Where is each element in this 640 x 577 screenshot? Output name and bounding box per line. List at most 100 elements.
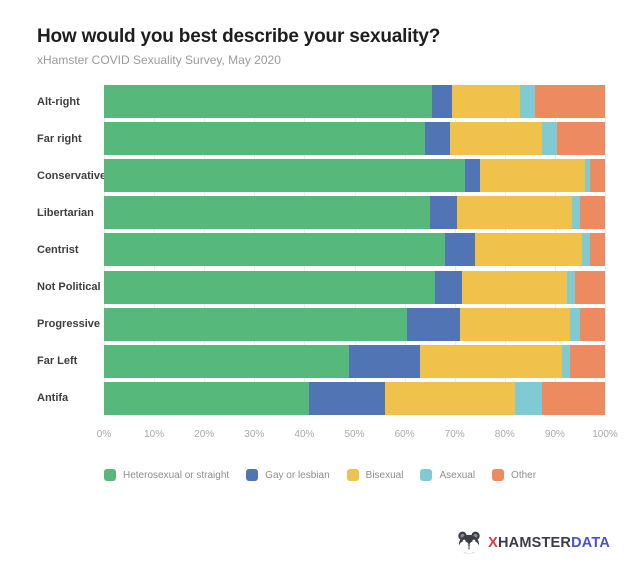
bar-segment-heterosexual-or-straight (104, 196, 430, 230)
chart-row: Not Political (0, 270, 640, 304)
bar-segment-bisexual (457, 196, 573, 230)
category-label: Centrist (37, 243, 79, 256)
gridline (605, 85, 606, 415)
chart-row: Conservative (0, 159, 640, 193)
bar-segment-heterosexual-or-straight (104, 159, 465, 193)
stacked-bar (104, 85, 605, 118)
bar-segment-gay-or-lesbian (444, 233, 475, 267)
bar-segment-other (574, 270, 605, 304)
bar-segment-gay-or-lesbian (407, 307, 460, 341)
bar-segment-asexual (542, 122, 558, 156)
stacked-bar (104, 159, 605, 193)
legend-label: Other (511, 469, 537, 481)
legend-label: Asexual (439, 469, 476, 481)
chart-title: How would you best describe your sexuali… (37, 26, 441, 47)
bar-segment-asexual (519, 85, 535, 118)
legend-item-asexual: Asexual (420, 469, 475, 481)
bar-segment-other (542, 381, 605, 415)
bar-segment-bisexual (384, 381, 515, 415)
bar-segment-bisexual (452, 85, 520, 118)
legend: Heterosexual or straight Gay or lesbian Bi… (104, 469, 536, 481)
bar-segment-other (569, 344, 605, 378)
stacked-bar (104, 344, 605, 378)
logo-brand-text: HAMSTER (497, 535, 572, 551)
bar-segment-other (579, 196, 605, 230)
bar-segment-other (589, 233, 605, 267)
chart-row: Far Left (0, 344, 640, 378)
bar-segment-bisexual (459, 307, 570, 341)
category-label: Not Political (37, 281, 101, 293)
bar-segment-asexual (572, 196, 580, 230)
bar-segment-other (557, 122, 605, 156)
bar-segment-gay-or-lesbian (434, 270, 463, 304)
legend-label: Gay or lesbian (265, 469, 330, 481)
bar-segment-asexual (582, 233, 590, 267)
legend-item-bisexual: Bisexual (346, 469, 404, 481)
bar-segment-heterosexual-or-straight (104, 307, 408, 341)
axis-tick-label: 40% (294, 429, 315, 440)
bar-segment-heterosexual-or-straight (104, 122, 425, 156)
bar-segment-bisexual (449, 122, 543, 156)
category-label: Libertarian (37, 206, 94, 219)
stacked-bar (104, 381, 605, 415)
chart-subtitle: xHamster COVID Sexuality Survey, May 202… (37, 53, 281, 67)
legend-item-gay-or-lesbian: Gay or lesbian (246, 469, 330, 481)
axis-tick-label: 0% (96, 429, 112, 440)
bar-segment-asexual (514, 381, 543, 415)
x-axis: 0% 10% 20% 30% 40% 50% 60% 70% 80% 90% 100% (0, 429, 640, 443)
axis-tick-label: 30% (244, 429, 265, 440)
bar-segment-bisexual (479, 159, 585, 193)
bar-segment-gay-or-lesbian (424, 122, 450, 156)
bar-segment-gay-or-lesbian (432, 85, 453, 118)
stacked-bar (104, 196, 605, 230)
stacked-bar (104, 270, 605, 304)
bar-segment-other (579, 307, 605, 341)
bar-segment-other (534, 85, 605, 118)
chart-row: Libertarian (0, 196, 640, 230)
legend-item-other: Other (492, 469, 536, 481)
category-label: Conservative (37, 169, 107, 182)
hamster-icon (456, 530, 482, 556)
bar-segment-heterosexual-or-straight (104, 344, 350, 378)
legend-label: Bisexual (365, 469, 404, 481)
category-label: Alt-right (37, 95, 80, 108)
bar-segment-heterosexual-or-straight (104, 381, 310, 415)
axis-tick-label: 90% (544, 429, 565, 440)
chart-row: Centrist (0, 233, 640, 267)
bar-segment-asexual (562, 344, 570, 378)
axis-tick-label: 80% (494, 429, 515, 440)
axis-tick-label: 70% (444, 429, 465, 440)
bar-segment-heterosexual-or-straight (104, 85, 433, 118)
chart-row: Antifa (0, 381, 640, 415)
bar-segment-bisexual (419, 344, 563, 378)
axis-tick-label: 100% (592, 429, 618, 440)
axis-tick-label: 20% (194, 429, 215, 440)
bar-segment-heterosexual-or-straight (104, 270, 435, 304)
bar-segment-other (589, 159, 605, 193)
axis-tick-label: 10% (144, 429, 165, 440)
bar-segment-gay-or-lesbian (309, 381, 385, 415)
logo-x-letter: X (488, 535, 498, 551)
bar-segment-gay-or-lesbian (349, 344, 420, 378)
bisexual-swatch (346, 469, 359, 481)
bar-segment-bisexual (462, 270, 568, 304)
bar-segment-bisexual (474, 233, 583, 267)
bar-segment-gay-or-lesbian (429, 196, 458, 230)
chart-row: Alt-right (0, 85, 640, 118)
bar-segment-asexual (567, 270, 575, 304)
logo-wordmark: XHAMSTERDATA (488, 535, 610, 551)
bar-segment-gay-or-lesbian (464, 159, 480, 193)
stacked-bar (104, 307, 605, 341)
axis-tick-label: 60% (394, 429, 415, 440)
asexual-swatch (420, 469, 433, 481)
brand-logo: XHAMSTERDATA (456, 530, 610, 556)
legend-item-heterosexual-or-straight: Heterosexual or straight (104, 469, 229, 481)
category-label: Antifa (37, 392, 69, 405)
other-swatch (492, 469, 505, 481)
bar-segment-asexual (569, 307, 580, 341)
chart-row: Far right (0, 122, 640, 156)
gay-or-lesbian-swatch (246, 469, 259, 481)
bar-segment-asexual (584, 159, 590, 193)
stacked-bar-chart: Alt-right Far right Conservative Libertaria… (0, 85, 640, 415)
